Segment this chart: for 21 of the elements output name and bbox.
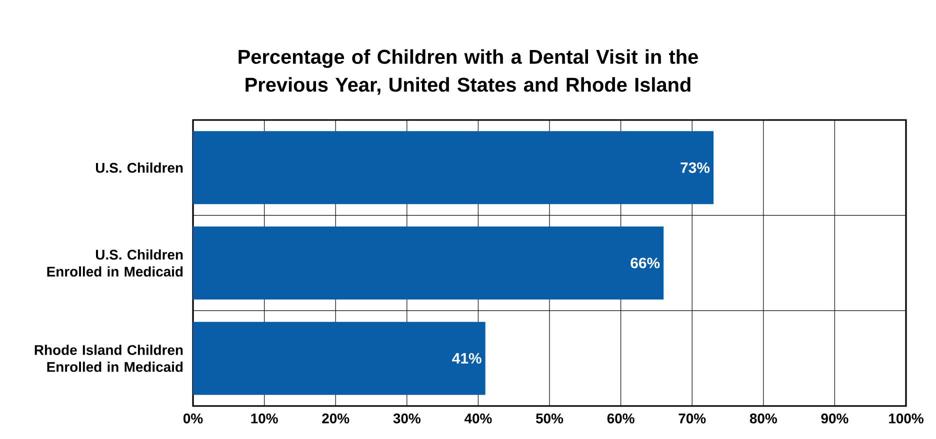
data-label: 41% [452,353,482,364]
x-tick-label: 90% [821,413,848,424]
data-label: 66% [630,258,660,268]
chart-title: Percentage of Children with a Dental Visit in the Previous Year, United States and Rhode Island [238,49,698,95]
y-tick-label: U.S. Children [96,162,183,173]
bar [193,322,486,395]
x-tick-label: 40% [464,413,492,424]
x-tick-label: 60% [607,413,634,424]
y-tick-label: U.S. Children Enrolled in Medicaid [47,249,183,277]
x-tick-label: 10% [251,413,278,424]
x-tick-label: 50% [536,413,564,424]
x-tick-label: 70% [678,413,706,424]
bar [193,226,664,300]
x-tick-label: 100% [889,413,924,424]
x-tick-label: 0% [183,413,203,424]
x-tick-label: 80% [750,413,777,424]
x-tick-label: 30% [393,413,420,424]
y-tick-label: Rhode Island Children Enrolled in Medicaid [34,344,183,372]
data-label: 73% [680,162,710,173]
x-tick-label: 20% [322,413,350,424]
bar [193,131,714,204]
